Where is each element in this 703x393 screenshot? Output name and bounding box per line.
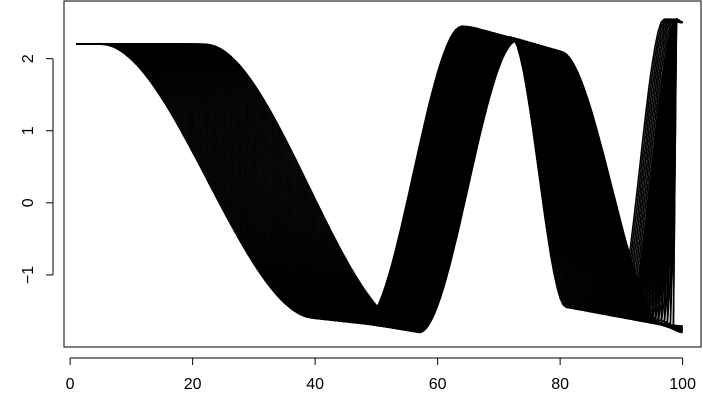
y-axis: −1 0 1 2 — [20, 54, 54, 284]
x-axis: 0 20 40 60 80 100 — [66, 357, 696, 393]
y-tick-label: 1 — [20, 126, 37, 135]
x-tick-label: 60 — [429, 376, 447, 393]
plot-frame — [63, 0, 702, 348]
y-tick-label: 0 — [20, 198, 37, 207]
x-tick-label: 40 — [306, 376, 324, 393]
x-tick-label: 80 — [551, 376, 569, 393]
y-tick-label: 2 — [20, 54, 37, 63]
x-tick-label: 0 — [66, 376, 75, 393]
series-line-60 — [76, 39, 683, 334]
curves-layer — [76, 18, 684, 334]
x-tick-label: 20 — [184, 376, 202, 393]
x-tick-label: 100 — [669, 376, 696, 393]
y-tick-label: −1 — [20, 266, 37, 284]
